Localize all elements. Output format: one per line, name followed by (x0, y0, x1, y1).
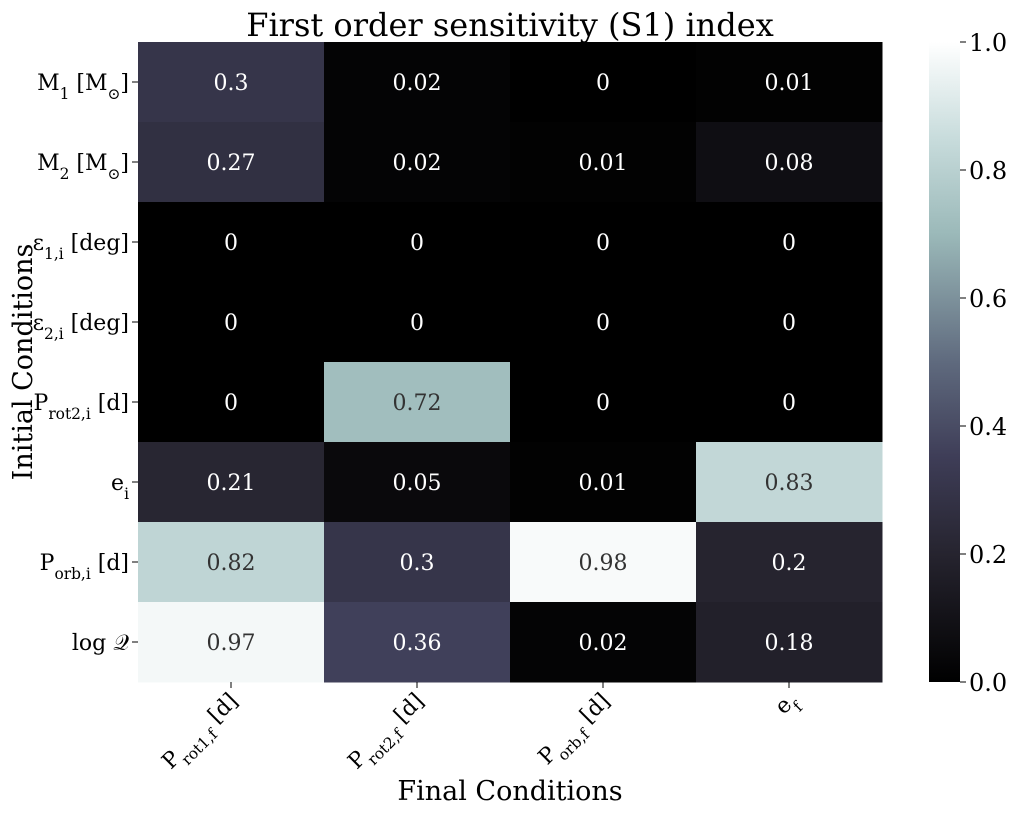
heatmap-cell (510, 42, 697, 123)
row-label: M1 [M⊙] (37, 71, 129, 103)
heatmap-cell (696, 602, 883, 683)
cell-value-label: 0 (410, 311, 424, 336)
heatmap-cell (510, 522, 697, 603)
heatmap-cell (324, 42, 511, 123)
cell-value-label: 0 (782, 231, 796, 256)
chart-title: First order sensitivity (S1) index (246, 6, 774, 44)
row-label: M2 [M⊙] (37, 151, 129, 183)
cell-value-label: 0 (224, 231, 238, 256)
cell-value-label: 0.08 (765, 151, 814, 176)
cell-value-label: 0 (596, 391, 610, 416)
heatmap-cell (696, 42, 883, 123)
cell-value-label: 0.05 (393, 471, 442, 496)
heatmap-cell (138, 42, 325, 123)
heatmap-cell (510, 362, 697, 443)
colorbar-tick-label: 1.0 (969, 29, 1007, 57)
cell-value-label: 0.02 (393, 151, 442, 176)
heatmap-cell (324, 202, 511, 283)
cell-value-label: 0.01 (579, 471, 628, 496)
heatmap-cell (696, 122, 883, 203)
row-tick-labels: M1 [M⊙] M2 [M⊙] ε1,i [deg] ε2,i [deg] Prot2,… (33, 71, 138, 656)
colorbar-tick-label: 0.4 (969, 413, 1007, 441)
cell-value-label: 0.21 (207, 471, 256, 496)
row-label: log 𝒬 (72, 631, 129, 656)
colorbar-tick-label: 0.0 (969, 669, 1007, 697)
heatmap-cell (324, 362, 511, 443)
cell-value-label: 0 (596, 231, 610, 256)
row-label: ε1,i [deg] (33, 231, 129, 263)
x-axis-label: Final Conditions (397, 776, 622, 807)
cell-value-label: 0.27 (207, 151, 256, 176)
cell-value-label: 0 (224, 311, 238, 336)
cell-value-label: 0 (782, 391, 796, 416)
colorbar-tick-label: 0.2 (969, 541, 1007, 569)
cell-value-label: 0.01 (579, 151, 628, 176)
heatmap-cell (324, 282, 511, 363)
cell-value-label: 0.72 (393, 391, 442, 416)
cell-value-label: 0.36 (393, 631, 442, 656)
heatmap-cell (138, 602, 325, 683)
heatmap-cell (138, 202, 325, 283)
cell-value-label: 0.98 (579, 551, 628, 576)
cell-value-label: 0.3 (400, 551, 435, 576)
heatmap-cell (510, 122, 697, 203)
cell-value-label: 0 (224, 391, 238, 416)
heatmap-cell (696, 282, 883, 363)
cell-value-label: 0.97 (207, 631, 256, 656)
heatmap-cell (138, 122, 325, 203)
cell-value-label: 0 (596, 71, 610, 96)
column-label: Prot1,f [d] (157, 689, 248, 780)
heatmap-cell (138, 442, 325, 523)
heatmap-cell (696, 522, 883, 603)
column-label: Prot2,f [d] (343, 689, 434, 780)
colorbar: 0.0 0.2 0.4 0.6 0.8 1.0 (929, 29, 1007, 697)
row-label: Porb,i [d] (40, 551, 129, 583)
y-axis-label: Initial Conditions (8, 244, 39, 481)
heatmap-cell (324, 602, 511, 683)
heatmap-cell (138, 282, 325, 363)
row-label: ei (111, 471, 129, 503)
heatmap-cell (324, 122, 511, 203)
cell-value-label: 0.01 (765, 71, 814, 96)
column-tick-labels: Prot1,f [d] Prot2,f [d] Porb,f [d] ef (157, 682, 807, 780)
column-label: ef (770, 688, 807, 725)
colorbar-gradient (929, 42, 960, 682)
heatmap-cell (510, 202, 697, 283)
cell-value-label: 0.82 (207, 551, 256, 576)
heatmap-cell (510, 442, 697, 523)
colorbar-tick-label: 0.6 (969, 285, 1007, 313)
cell-value-label: 0 (782, 311, 796, 336)
heatmap-cell (696, 202, 883, 283)
heatmap-cell (696, 362, 883, 443)
cell-value-label: 0 (596, 311, 610, 336)
heatmap-cell (324, 442, 511, 523)
heatmap-cell (324, 522, 511, 603)
heatmap-cell (510, 282, 697, 363)
cell-value-label: 0 (410, 231, 424, 256)
cell-value-label: 0.3 (214, 71, 249, 96)
heatmap-cells: 0.3 0.02 0 0.01 0.27 0.02 0.01 0.08 0 0 0 0 0 0 0 0 0 0.7… (138, 42, 883, 683)
cell-value-label: 0.02 (579, 631, 628, 656)
row-label: ε2,i [deg] (33, 311, 129, 343)
column-label: Porb,f [d] (534, 689, 620, 775)
row-label: Prot2,i [d] (34, 391, 129, 423)
heatmap-cell (510, 602, 697, 683)
colorbar-tick-label: 0.8 (969, 157, 1007, 185)
heatmap-cell (138, 522, 325, 603)
cell-value-label: 0.83 (765, 471, 814, 496)
cell-value-label: 0.18 (765, 631, 814, 656)
cell-value-label: 0.02 (393, 71, 442, 96)
cell-value-label: 0.2 (772, 551, 807, 576)
heatmap-cell (696, 442, 883, 523)
heatmap-cell (138, 362, 325, 443)
